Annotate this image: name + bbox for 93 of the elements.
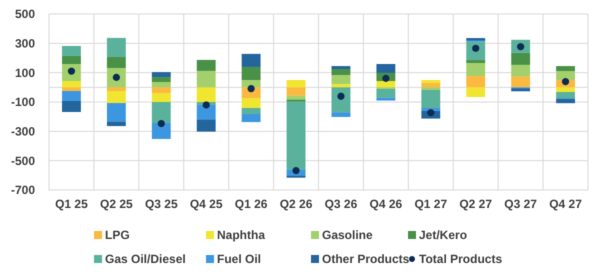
bar — [62, 56, 81, 64]
bar — [106, 122, 126, 126]
y-tick-label: -500 — [10, 154, 36, 168]
bar — [196, 70, 216, 88]
bar — [511, 64, 530, 77]
bar — [242, 98, 261, 108]
bar — [556, 98, 575, 104]
bar — [196, 120, 216, 132]
bar — [286, 96, 306, 100]
bar — [376, 81, 396, 88]
bar — [556, 66, 575, 72]
bar — [196, 104, 216, 120]
legend-label: Total Products — [419, 252, 502, 266]
bar — [466, 38, 486, 41]
bar — [242, 66, 261, 80]
y-tick-label: -700 — [10, 183, 36, 198]
y-tick-label: -300 — [10, 124, 36, 139]
x-tick-label: Q2 25 — [100, 197, 134, 211]
bar — [62, 81, 81, 88]
bar — [62, 46, 81, 56]
legend-label: Jet/Kero — [419, 228, 468, 242]
bar — [196, 87, 216, 102]
bar — [556, 92, 575, 98]
bar — [106, 103, 126, 122]
y-tick-label: 300 — [14, 36, 36, 51]
legend-label: Other Products — [322, 252, 410, 266]
bar — [152, 77, 171, 82]
point — [292, 167, 300, 174]
x-tick-label: Q2 26 — [280, 197, 313, 211]
x-tick-label: Q3 27 — [504, 197, 538, 211]
bar — [376, 98, 396, 101]
x-tick-label: Q2 27 — [459, 197, 492, 211]
bar — [196, 60, 216, 71]
y-tick-label: -100 — [10, 95, 36, 110]
x-tick-label: Q4 25 — [190, 197, 223, 211]
bar — [242, 80, 261, 88]
bar — [556, 71, 575, 80]
bar — [106, 56, 126, 68]
x-tick-label: Q4 26 — [370, 197, 403, 211]
bar — [286, 87, 306, 96]
x-tick-label: Q4 27 — [549, 197, 582, 211]
bar — [286, 102, 306, 170]
bar — [511, 88, 530, 92]
bar — [332, 112, 350, 117]
bar — [242, 114, 261, 122]
legend-label: LPG — [105, 228, 130, 242]
bar — [242, 54, 261, 67]
bar — [421, 90, 440, 108]
bar — [332, 69, 350, 76]
x-tick-label: Q1 26 — [234, 197, 268, 211]
bar — [106, 38, 126, 57]
bar — [62, 91, 81, 101]
bar — [152, 87, 171, 94]
bar — [466, 60, 486, 63]
bar — [421, 80, 440, 83]
bar — [466, 62, 486, 76]
bar — [511, 76, 530, 88]
legend-label: Gas Oil/Diesel — [105, 252, 186, 266]
y-tick-label: 100 — [14, 66, 36, 80]
y-tick-label: 500 — [14, 7, 36, 22]
bar — [466, 76, 486, 88]
bar — [376, 88, 396, 98]
point — [202, 101, 210, 109]
x-tick-label: Q1 27 — [414, 197, 448, 211]
bar — [511, 52, 530, 65]
x-tick-label: Q1 25 — [55, 197, 88, 211]
bar — [332, 84, 350, 88]
bar — [332, 75, 350, 84]
point — [158, 120, 165, 128]
bar — [286, 80, 306, 88]
x-tick-label: Q3 26 — [324, 197, 358, 211]
legend-label: Naphtha — [217, 228, 266, 242]
bar — [106, 87, 126, 91]
bar — [332, 87, 350, 112]
bar — [421, 82, 440, 88]
bar — [62, 100, 81, 112]
bar — [62, 87, 81, 91]
legend-label: Fuel Oil — [217, 252, 262, 266]
bar — [152, 122, 171, 139]
bar — [556, 87, 575, 92]
bar — [152, 102, 171, 123]
bar — [152, 82, 171, 88]
bar — [152, 72, 171, 78]
bar — [152, 93, 171, 102]
bar — [421, 87, 440, 90]
legend-label: Gasoline — [322, 228, 374, 242]
bar — [242, 108, 261, 114]
bar — [376, 64, 396, 73]
x-tick-label: Q3 25 — [144, 197, 178, 211]
point — [562, 78, 570, 86]
bar — [466, 87, 486, 98]
bar — [106, 91, 126, 104]
bar — [332, 66, 350, 69]
